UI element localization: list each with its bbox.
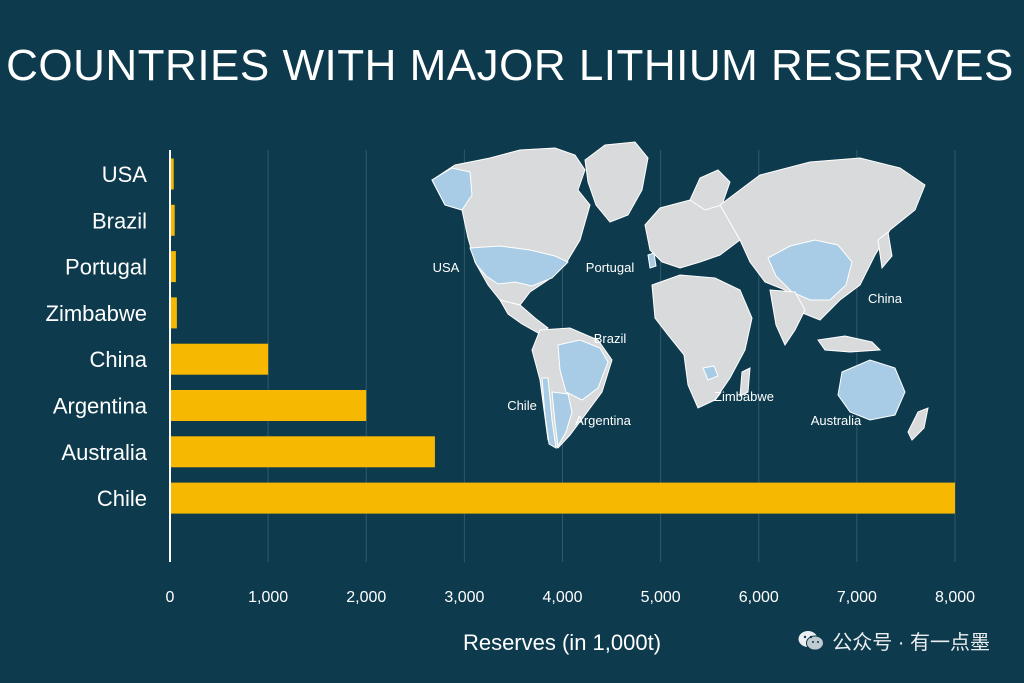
map-europe	[644, 199, 746, 269]
map-india	[769, 289, 806, 347]
map-new-zealand	[907, 407, 929, 441]
bar-zimbabwe	[170, 297, 177, 329]
bars	[170, 158, 955, 514]
x-tick-label: 5,000	[641, 589, 681, 606]
world-map	[431, 141, 929, 449]
category-label-australia: Australia	[61, 440, 147, 465]
bar-china	[170, 343, 269, 375]
map-label-china: China	[868, 291, 903, 306]
map-brazil	[557, 339, 609, 401]
x-tick-label: 6,000	[739, 589, 779, 606]
map-china	[767, 239, 853, 301]
map-central-america	[498, 299, 549, 335]
x-tick-label: 0	[166, 589, 175, 606]
category-label-portugal: Portugal	[65, 255, 147, 280]
watermark-text: 公众号 · 有一点墨	[832, 632, 990, 654]
x-axis-label: Reserves (in 1,000t)	[463, 630, 661, 655]
x-tick-label: 2,000	[346, 589, 386, 606]
category-label-chile: Chile	[97, 486, 147, 511]
category-labels: USA Brazil Portugal Zimbabwe China Argentina A…	[46, 162, 148, 511]
map-greenland	[584, 141, 649, 223]
map-label-usa: USA	[433, 260, 460, 275]
map-label-brazil: Brazil	[594, 331, 627, 346]
bar-chile	[170, 482, 955, 514]
x-tick-label: 7,000	[837, 589, 877, 606]
map-asia	[719, 157, 926, 321]
bar-argentina	[170, 390, 367, 421]
watermark: 公众号 · 有一点墨	[798, 626, 990, 655]
map-labels: USA Portugal China Brazil Chile Argentina Zimb…	[433, 260, 903, 428]
x-tick-label: 1,000	[248, 589, 288, 606]
map-usa	[469, 245, 569, 287]
map-japan	[877, 231, 893, 270]
map-label-portugal: Portugal	[586, 260, 635, 275]
map-label-australia: Australia	[811, 413, 862, 428]
category-label-zimbabwe: Zimbabwe	[46, 301, 147, 326]
map-label-zimbabwe: Zimbabwe	[714, 389, 774, 404]
bar-portugal	[170, 251, 176, 283]
map-chile	[541, 377, 557, 449]
map-madagascar	[739, 367, 751, 397]
map-scandinavia	[689, 169, 731, 211]
map-portugal	[647, 252, 657, 269]
wechat-icon	[798, 630, 825, 650]
category-label-china: China	[90, 347, 148, 372]
map-argentina	[551, 391, 573, 448]
map-indonesia	[817, 335, 882, 353]
map-africa	[651, 274, 753, 409]
map-label-chile: Chile	[507, 398, 537, 413]
x-tick-labels: 0 1,000 2,000 3,000 4,000 5,000 6,000 7,000 8,00…	[166, 589, 976, 606]
category-label-usa: USA	[102, 162, 148, 187]
chart-title: COUNTRIES WITH MAJOR LITHIUM RESERVES	[6, 41, 1014, 90]
category-label-brazil: Brazil	[92, 208, 147, 233]
map-zimbabwe	[702, 365, 719, 381]
map-australia	[837, 359, 906, 421]
bar-brazil	[170, 204, 175, 236]
map-label-argentina: Argentina	[575, 413, 631, 428]
x-tick-label: 4,000	[542, 589, 582, 606]
x-tick-label: 8,000	[935, 589, 975, 606]
category-label-argentina: Argentina	[53, 394, 148, 419]
bar-australia	[170, 436, 435, 468]
map-alaska	[431, 167, 473, 211]
x-tick-label: 3,000	[444, 589, 484, 606]
bar-usa	[170, 158, 174, 190]
